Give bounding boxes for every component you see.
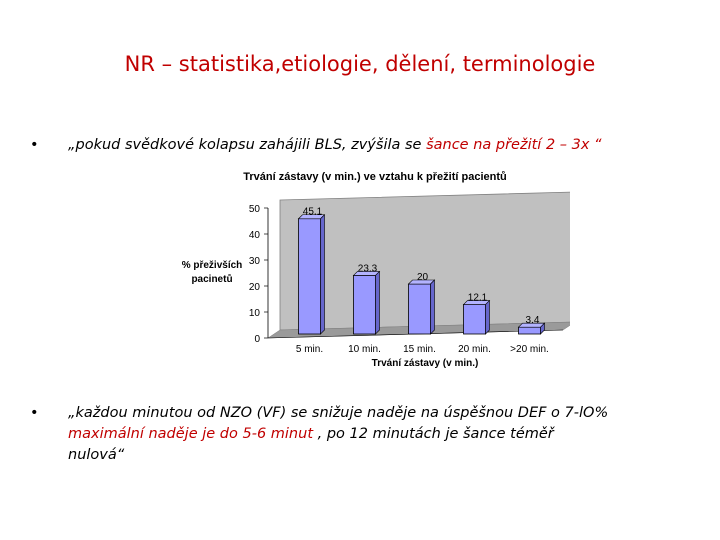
bullet-2-line-2-rest: , po 12 minutách je šance téměř (313, 426, 554, 442)
bar-side (430, 279, 435, 335)
y-axis-label-line-1: % přeživších (182, 260, 243, 271)
bar-side (485, 299, 490, 335)
bullet-2-line-2: maximální naděje je do 5-6 minut , po 12… (68, 424, 678, 445)
bullet-1-text: „pokud svědkové kolapsu zahájili BLS, zv… (68, 135, 678, 156)
data-label: 23.3 (358, 263, 378, 274)
chart-title: Trvání zástavy (v min.) ve vztahu k přež… (243, 171, 506, 183)
bullet-2-line-1: „každou minutou od NZO (VF) se snižuje n… (68, 405, 609, 421)
plot-background (279, 191, 570, 331)
bullet-2-line-3: nulová“ (68, 447, 125, 463)
bullet-dot: • (30, 137, 39, 153)
x-tick-label: 10 min. (348, 344, 381, 355)
bullet-dot: • (30, 405, 39, 421)
bar-side (375, 270, 380, 335)
survival-bar-chart: Trvání zástavy (v min.) ve vztahu k přež… (182, 171, 570, 369)
y-axis-label-line-2: pacinetů (191, 273, 232, 285)
slide-title: NR – statistika,etiologie, dělení, termi… (124, 52, 596, 76)
bullet-1-highlight: šance na přežití 2 – 3x “ (426, 137, 602, 153)
bar (518, 326, 541, 335)
bullet-2-highlight: maximální naděje je do 5-6 minut (68, 426, 313, 442)
y-tick-label: 0 (254, 334, 260, 345)
bullet-1-prefix: „pokud svědkové kolapsu zahájili BLS, zv… (68, 137, 427, 153)
y-tick-label: 50 (249, 204, 261, 215)
bar (463, 304, 486, 335)
data-label: 12.1 (468, 293, 488, 304)
y-tick-label: 20 (249, 282, 261, 293)
plot-area-group: 0 10 20 30 40 50 45.1 5 min. 23.3 10 min. 20 15 min… (249, 191, 570, 355)
x-tick-label: 5 min. (296, 344, 323, 355)
bar-side (540, 322, 545, 335)
x-tick-label: 20 min. (458, 344, 491, 355)
bar (353, 275, 376, 335)
y-tick-label: 10 (249, 308, 261, 319)
x-tick-label: >20 min. (510, 344, 549, 355)
x-tick-label: 15 min. (403, 344, 436, 355)
bullet-2-text: „každou minutou od NZO (VF) se snižuje n… (68, 403, 678, 466)
data-label: 3.4 (526, 315, 540, 326)
data-label: 45.1 (303, 207, 323, 218)
bar-side (320, 214, 325, 335)
bar (408, 283, 431, 335)
bar (298, 218, 321, 335)
x-axis-label: Trvání zástavy (v min.) (372, 358, 479, 369)
data-label: 20 (417, 272, 429, 283)
y-tick-label: 40 (249, 230, 261, 241)
y-tick-label: 30 (249, 256, 261, 267)
